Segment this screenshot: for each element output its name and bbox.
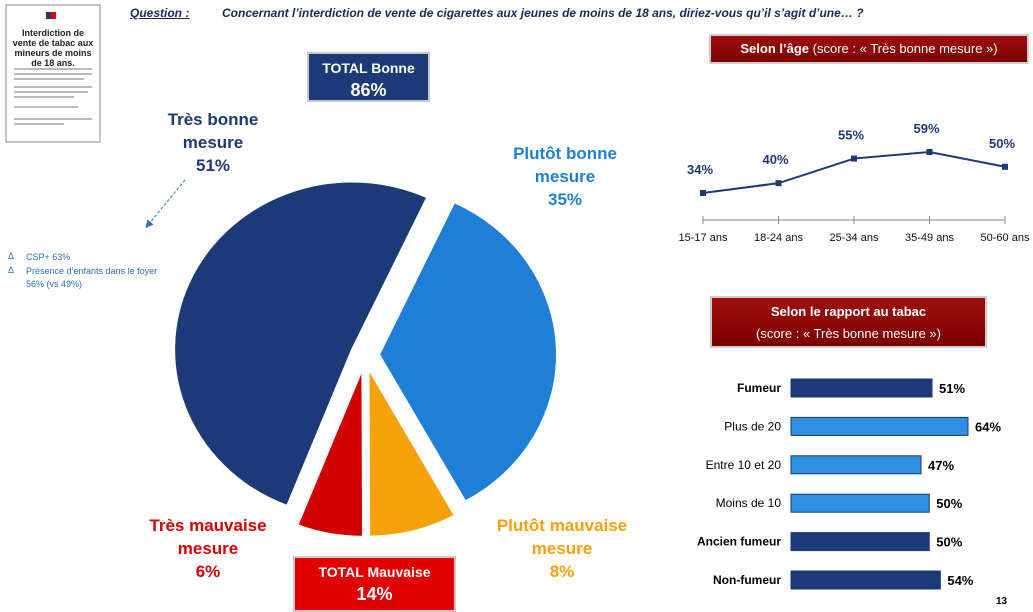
point (1002, 164, 1008, 170)
pie-value-label: 6% (133, 560, 283, 583)
bar (791, 533, 929, 551)
note-text: CSP+ 63% (26, 251, 176, 264)
chart-title: Selon l’âge (740, 41, 809, 56)
y-tick-label: Fumeur (737, 381, 781, 395)
note-text: Présence d’enfants dans le foyer 56% (vs… (26, 265, 176, 291)
point (851, 156, 857, 162)
chart-subtitle: (score : « Très bonne mesure ») (712, 323, 985, 345)
pie-category: Très bonne mesure (138, 108, 288, 154)
total-label: TOTAL Bonne (309, 58, 428, 78)
value-label: 47% (928, 458, 954, 473)
bar (791, 456, 921, 474)
value-label: 54% (947, 573, 973, 588)
bar (791, 379, 932, 397)
pie-value-label: 8% (487, 560, 637, 583)
value-label: 59% (913, 121, 939, 136)
question: Concernant l’interdiction de vente de ci… (222, 6, 863, 20)
y-tick-label: Ancien fumeur (697, 535, 781, 549)
y-tick-label: Moins de 10 (716, 496, 782, 510)
y-tick-label: Plus de 20 (724, 419, 781, 433)
value-label: 64% (975, 419, 1001, 434)
y-tick-label: Non-fumeur (713, 573, 781, 587)
chart-title-box: Selon l’âge (score : « Très bonne mesure… (709, 34, 1029, 64)
note-marker: Δ (8, 265, 14, 275)
value-label: 51% (939, 381, 965, 396)
point (776, 180, 782, 186)
slide: 34% 15-17 ans 40% 18-24 ans 55% 25-34 ans 59% 3… (0, 0, 1033, 612)
pie-category: Plutôt bonne mesure (490, 142, 640, 188)
note-marker: Δ (8, 251, 14, 261)
chart-title: Selon le rapport au tabac (712, 301, 985, 323)
y-tick-label: Entre 10 et 20 (706, 458, 782, 472)
pie-category: Plutôt mauvaise mesure (487, 514, 637, 560)
x-tick-label: 15-17 ans (679, 232, 728, 244)
flag (46, 12, 51, 19)
total-value-label: 86% (309, 78, 428, 102)
value-label: 50% (936, 496, 962, 511)
value-label: 40% (762, 152, 788, 167)
total-value-label: 14% (295, 582, 454, 606)
point (927, 149, 933, 155)
note-arrow (148, 180, 185, 225)
total-label: TOTAL Mauvaise (295, 562, 454, 582)
value-label: 50% (989, 136, 1015, 151)
flag (51, 12, 56, 19)
chart-title-box: Selon le rapport au tabac(score : « Très… (710, 296, 987, 348)
x-tick-label: 25-34 ans (830, 232, 879, 244)
thumbnail-title: Interdiction de vente de tabac aux mineu… (10, 28, 96, 68)
x-tick-label: 50-60 ans (981, 232, 1030, 244)
pie-value-label: 51% (138, 154, 288, 177)
value-label: 50% (936, 535, 962, 550)
page-number: 13 (996, 596, 1007, 607)
pie-value-label: 35% (490, 188, 640, 211)
value-label: 34% (687, 162, 713, 177)
question-label: Question : (130, 6, 189, 20)
bar (791, 417, 968, 435)
pie-category: Très mauvaise mesure (133, 514, 283, 560)
point (700, 190, 706, 196)
chart-subtitle: (score : « Très bonne mesure ») (813, 41, 998, 56)
x-tick-label: 18-24 ans (754, 232, 803, 244)
bar (791, 494, 929, 512)
x-tick-label: 35-49 ans (905, 232, 954, 244)
bar (791, 571, 940, 589)
value-label: 55% (838, 128, 864, 143)
